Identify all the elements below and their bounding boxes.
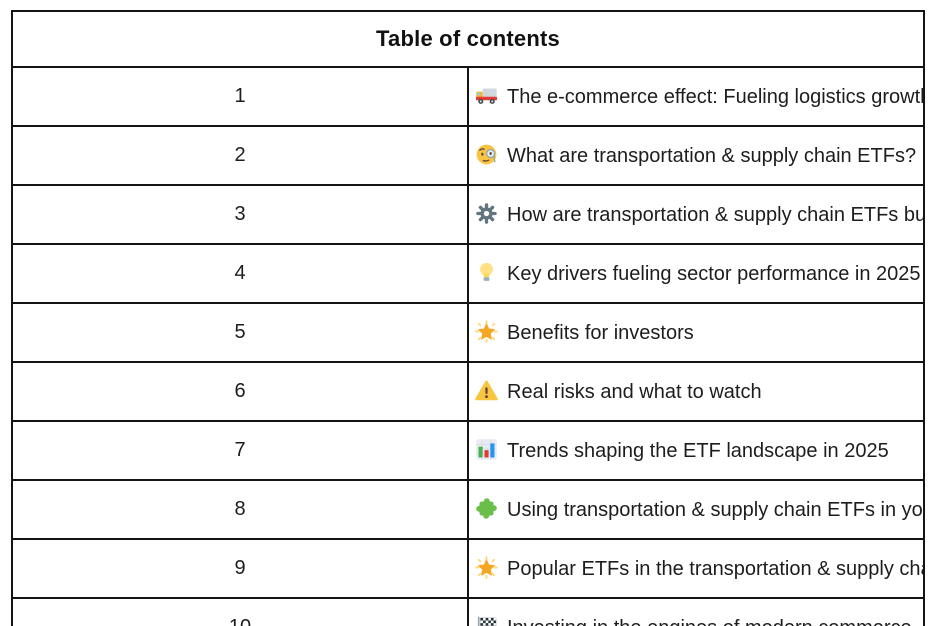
toc-header-row: Table of contents (11, 10, 925, 68)
table-of-contents: Table of contents 1 The e-commerce effec… (11, 10, 925, 626)
row-number: 7 (11, 420, 469, 481)
toc-title: Table of contents (11, 10, 925, 68)
table-row[interactable]: 5 Benefits for investors (11, 302, 925, 363)
row-number: 5 (11, 302, 469, 363)
row-number: 8 (11, 479, 469, 540)
table-row[interactable]: 7 Trends shaping the ETF landscape in 20… (11, 420, 925, 481)
table-row[interactable]: 9 Popular ETFs in the transportation & s… (11, 538, 925, 599)
glowing-star-icon (475, 556, 498, 579)
light-bulb-icon (475, 261, 498, 284)
bar-chart-icon (475, 438, 498, 461)
row-number: 9 (11, 538, 469, 599)
table-row[interactable]: 6 Real risks and what to watch (11, 361, 925, 422)
row-number: 3 (11, 184, 469, 245)
row-title: How are transportation & supply chain ET… (507, 204, 924, 226)
row-number: 10 (11, 597, 469, 626)
row-title: Key drivers fueling sector performance i… (507, 263, 921, 285)
row-title: Using transportation & supply chain ETFs… (507, 499, 923, 521)
row-number: 6 (11, 361, 469, 422)
chequered-flag-icon (475, 615, 498, 626)
table-row[interactable]: 10 Investing in the engines of modern co… (11, 597, 925, 626)
row-title: Trends shaping the ETF landscape in 2025 (507, 440, 889, 462)
gear-icon (475, 202, 498, 225)
glowing-star-icon (475, 320, 498, 343)
delivery-truck-icon (475, 84, 498, 107)
row-title: What are transportation & supply chain E… (507, 145, 917, 167)
table-row[interactable]: 3 How are transportation & supply chain … (11, 184, 925, 245)
puzzle-piece-icon (475, 497, 498, 520)
warning-icon (475, 379, 498, 402)
row-title: Benefits for investors (507, 322, 694, 344)
table-row[interactable]: 1 The e-commerce effect: Fueling logisti… (11, 66, 925, 127)
row-number: 2 (11, 125, 469, 186)
row-title: The e-commerce effect: Fueling logistics… (507, 86, 924, 108)
row-number: 1 (11, 66, 469, 127)
row-number: 4 (11, 243, 469, 304)
monocle-face-icon (475, 143, 498, 166)
table-row[interactable]: 2 What are transportation & supply chain… (11, 125, 925, 186)
table-row[interactable]: 4 Key drivers fueling sector performance… (11, 243, 925, 304)
row-title: Investing in the engines of modern comme… (507, 617, 912, 626)
row-title: Popular ETFs in the transportation & sup… (507, 558, 922, 580)
row-title: Real risks and what to watch (507, 381, 762, 403)
table-row[interactable]: 8 Using transportation & supply chain ET… (11, 479, 925, 540)
